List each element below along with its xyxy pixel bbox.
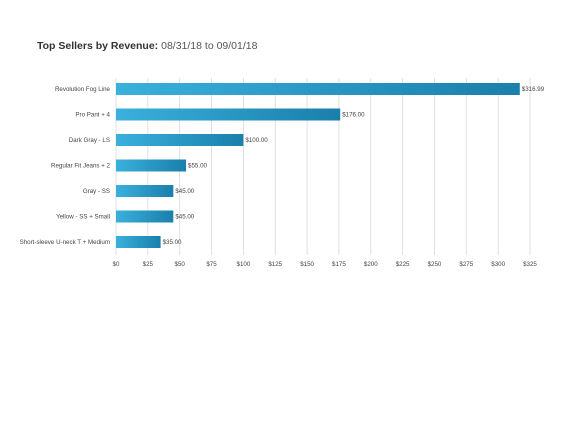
x-tick-label: $250 — [428, 261, 442, 268]
bar[interactable] — [116, 185, 174, 197]
bars: Revolution Fog Line $316.99 Pro Pant + 4 $1… — [20, 83, 545, 248]
category-label: Yellow - SS + Small — [56, 214, 110, 221]
grid-lines — [115, 78, 531, 255]
x-tick-label: $325 — [523, 261, 537, 268]
bar[interactable] — [116, 210, 174, 223]
bar[interactable] — [116, 236, 161, 248]
category-label: Gray - SS — [83, 188, 110, 195]
x-tick-label: $75 — [206, 261, 217, 268]
value-label: $35.00 — [163, 239, 182, 246]
value-label: $176.00 — [342, 112, 365, 119]
chart-title-heading: Top Sellers by Revenue: — [37, 40, 159, 52]
x-tick-label: $150 — [300, 261, 314, 268]
x-tick-label: $125 — [268, 261, 282, 268]
category-label: Dark Gray - LS — [69, 137, 110, 144]
x-tick-label: $225 — [396, 261, 410, 268]
x-tick-label: $0 — [113, 261, 120, 268]
category-label: Revolution Fog Line — [55, 86, 111, 93]
value-label: $100.00 — [245, 137, 268, 144]
bar[interactable] — [116, 108, 341, 121]
value-label: $45.00 — [175, 188, 194, 195]
chart-title: Top Sellers by Revenue: 08/31/18 to 09/0… — [37, 40, 257, 52]
value-label: $316.99 — [522, 86, 545, 93]
x-tick-label: $50 — [175, 261, 186, 268]
value-label: $55.00 — [188, 163, 207, 170]
x-tick-label: $175 — [332, 261, 346, 268]
x-tick-label: $300 — [491, 261, 505, 268]
x-tick-label: $100 — [237, 261, 251, 268]
bar[interactable] — [116, 159, 187, 172]
x-axis-ticks: $0 $25 $50 $75 $100 $125 $150 $175 $200 $225 $250 $… — [113, 261, 538, 268]
x-tick-label: $25 — [143, 261, 154, 268]
category-label: Regular Fit Jeans + 2 — [51, 163, 111, 170]
x-tick-label: $275 — [459, 261, 473, 268]
value-label: $45.00 — [175, 214, 194, 221]
chart-title-date-range: 08/31/18 to 09/01/18 — [161, 40, 258, 52]
bar[interactable] — [116, 134, 244, 146]
x-tick-label: $200 — [364, 261, 378, 268]
bar[interactable] — [116, 83, 520, 95]
category-label: Short-sleeve U-neck T + Medium — [20, 239, 110, 246]
category-label: Pro Pant + 4 — [75, 112, 110, 119]
